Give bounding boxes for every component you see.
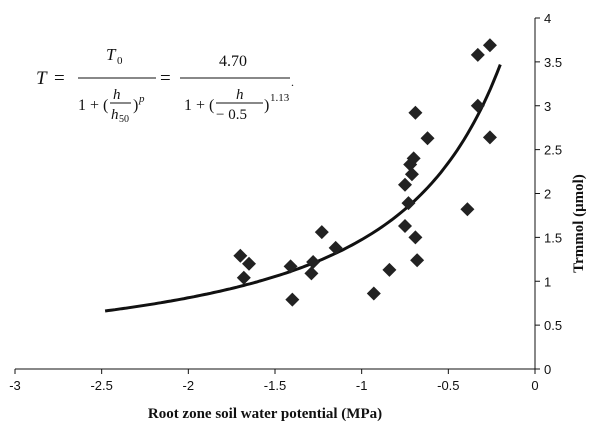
eq-h50-sub: 50: [119, 114, 129, 125]
eq-dot: .: [291, 75, 294, 89]
data-point: [470, 47, 485, 62]
eq-h50: h: [111, 107, 119, 123]
data-point: [410, 253, 425, 268]
data-point: [398, 177, 412, 192]
data-point: [304, 266, 319, 281]
eq-close-2: ): [264, 97, 269, 114]
data-point: [408, 105, 423, 120]
eq-t0-value: 4.70: [219, 53, 247, 70]
y-tick-label: 0: [544, 362, 551, 377]
eq-t: T: [36, 68, 48, 89]
data-point: [328, 240, 343, 255]
y-tick-label: 3: [544, 99, 551, 114]
data-point: [482, 38, 497, 53]
tick-labels: -3 -2.5 -2 -1.5 -1 -0.5 000.511.522.533.54: [9, 11, 562, 393]
data-point: [314, 225, 329, 240]
y-tick-label: 1: [544, 274, 551, 289]
data-point: [404, 167, 419, 182]
data-point: [285, 292, 300, 307]
data-point: [366, 286, 381, 301]
data-point: [233, 248, 248, 263]
y-tick-label: 4: [544, 11, 551, 26]
eq-one-plus-1: 1 + (: [78, 97, 108, 114]
y-tick-label: 3.5: [544, 55, 562, 70]
data-point: [408, 230, 423, 245]
eq-exp-value: 1.13: [270, 92, 290, 104]
data-point: [306, 254, 321, 269]
data-point: [460, 202, 475, 217]
x-axis-title: Root zone soil water potential (MPa): [148, 406, 382, 422]
y-axis-title: Trmmol (μmol): [571, 174, 587, 273]
data-point: [236, 270, 251, 285]
data-point: [283, 259, 298, 274]
eq-t0-sub: 0: [117, 55, 123, 67]
y-tick-label: 2: [544, 187, 551, 202]
data-point: [482, 130, 497, 145]
data-point: [398, 218, 412, 233]
eq-close-1: ): [133, 97, 138, 114]
fit-equation: T = T 0 1 + ( h h 50 ) p = 4.70 1 + ( h …: [36, 45, 294, 125]
x-tick-label: -2: [183, 378, 195, 393]
y-tick-label: 0.5: [544, 318, 562, 333]
eq-equals-1: =: [54, 68, 65, 89]
x-tick-label: -0.5: [437, 378, 459, 393]
y-tick-label: 1.5: [544, 230, 562, 245]
x-tick-label: 0: [531, 378, 538, 393]
x-tick-label: -1: [356, 378, 368, 393]
y-tick-label: 2.5: [544, 143, 562, 158]
eq-exp-p: p: [138, 93, 145, 105]
fit-curve: [104, 64, 502, 313]
data-point: [242, 256, 256, 271]
eq-one-plus-2: 1 + (: [184, 97, 214, 114]
data-point: [401, 196, 416, 211]
data-point: [382, 262, 397, 277]
eq-h-2: h: [236, 87, 244, 103]
axes: [14, 17, 540, 374]
x-tick-label: -3: [9, 378, 21, 393]
eq-t0: T: [106, 45, 117, 64]
eq-h50-value: − 0.5: [216, 107, 247, 123]
x-tick-label: -1.5: [264, 378, 286, 393]
data-points: [233, 38, 497, 307]
eq-h-1: h: [113, 87, 121, 103]
x-tick-label: -2.5: [90, 378, 112, 393]
data-point: [420, 131, 435, 146]
data-point: [406, 151, 421, 166]
eq-equals-2: =: [160, 68, 171, 89]
data-point: [470, 98, 485, 113]
